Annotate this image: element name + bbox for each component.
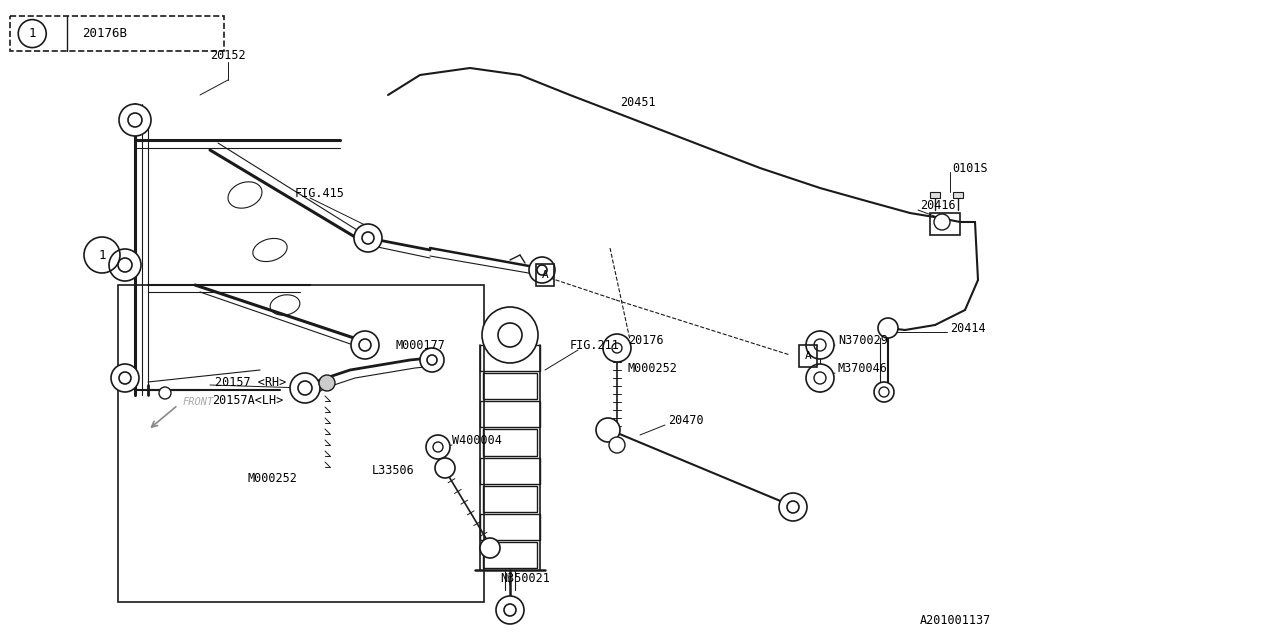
Bar (931, 192, 940, 198)
Circle shape (879, 387, 890, 397)
Circle shape (109, 249, 141, 281)
Circle shape (111, 364, 140, 392)
Circle shape (119, 104, 151, 136)
Circle shape (612, 343, 622, 353)
Bar (954, 192, 963, 198)
Circle shape (433, 442, 443, 452)
Text: 20414: 20414 (950, 321, 986, 335)
Circle shape (874, 382, 893, 402)
Text: 20416: 20416 (920, 198, 956, 211)
Circle shape (319, 375, 335, 391)
Circle shape (780, 493, 806, 521)
Circle shape (814, 339, 826, 351)
Circle shape (355, 224, 381, 252)
Circle shape (806, 364, 835, 392)
Circle shape (119, 372, 131, 384)
Circle shape (362, 232, 374, 244)
Circle shape (128, 113, 142, 127)
Text: N370029: N370029 (838, 333, 888, 346)
Circle shape (504, 604, 516, 616)
Circle shape (806, 331, 835, 359)
Circle shape (428, 355, 436, 365)
Text: M000252: M000252 (628, 362, 678, 374)
Bar (118, 285, 484, 602)
Text: 20157A<LH>: 20157A<LH> (212, 394, 283, 406)
Text: 1: 1 (99, 248, 106, 262)
Circle shape (480, 538, 500, 558)
Circle shape (351, 331, 379, 359)
Text: A201001137: A201001137 (920, 614, 991, 627)
Circle shape (498, 323, 522, 347)
Circle shape (118, 258, 132, 272)
Text: 20152: 20152 (210, 49, 246, 61)
Text: L33506: L33506 (372, 463, 415, 477)
Text: M000177: M000177 (396, 339, 445, 351)
Text: FRONT: FRONT (183, 397, 214, 407)
Text: 20176B: 20176B (82, 27, 127, 40)
Text: A: A (541, 270, 548, 280)
Text: 20176: 20176 (628, 333, 663, 346)
Text: 1: 1 (28, 27, 36, 40)
Text: N350021: N350021 (500, 572, 550, 584)
Text: W400004: W400004 (452, 433, 502, 447)
Circle shape (596, 418, 620, 442)
Circle shape (538, 265, 547, 275)
Circle shape (298, 381, 312, 395)
Text: 20451: 20451 (620, 95, 655, 109)
Circle shape (878, 318, 899, 338)
Text: FIG.211: FIG.211 (570, 339, 620, 351)
Circle shape (435, 458, 454, 478)
Text: FIG.415: FIG.415 (294, 186, 344, 200)
Bar (799, 345, 817, 367)
Text: 0101S: 0101S (952, 161, 988, 175)
Circle shape (609, 437, 625, 453)
Bar (10, 16, 224, 51)
Circle shape (814, 372, 826, 384)
Circle shape (934, 214, 950, 230)
Text: 20470: 20470 (668, 413, 704, 426)
Circle shape (159, 387, 172, 399)
Circle shape (497, 596, 524, 624)
Text: 20157 <RH>: 20157 <RH> (215, 376, 287, 388)
Circle shape (603, 334, 631, 362)
Circle shape (291, 373, 320, 403)
Circle shape (426, 435, 451, 459)
Bar (931, 213, 960, 235)
Circle shape (420, 348, 444, 372)
Text: A: A (805, 351, 812, 361)
Circle shape (529, 257, 556, 283)
Text: M370046: M370046 (838, 362, 888, 374)
Bar (536, 264, 554, 286)
Circle shape (787, 501, 799, 513)
Circle shape (358, 339, 371, 351)
Circle shape (483, 307, 538, 363)
Text: M000252: M000252 (248, 472, 298, 484)
